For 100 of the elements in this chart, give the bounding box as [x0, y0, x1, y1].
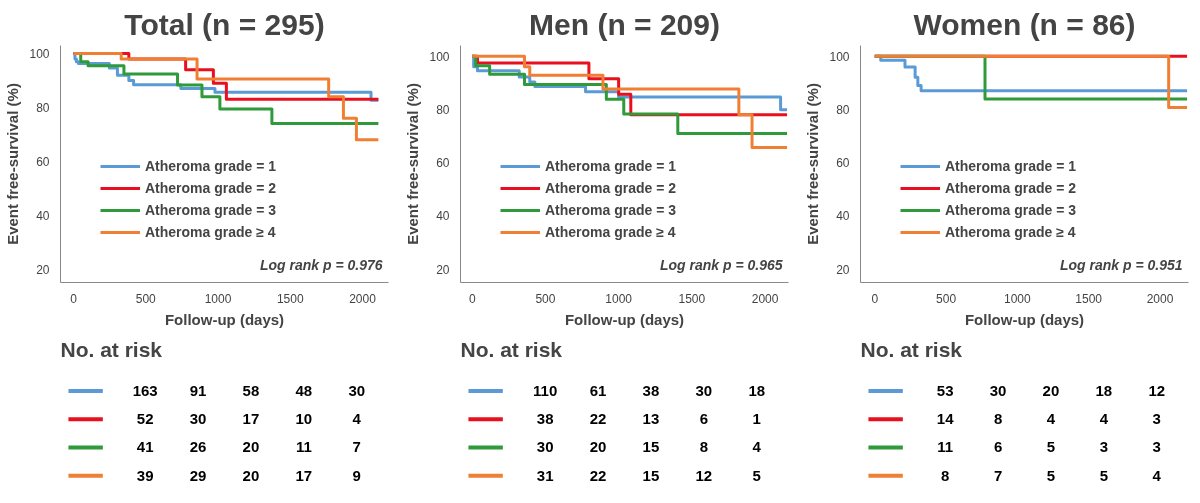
text: 4 — [1152, 466, 1162, 484]
text: 61 — [589, 381, 607, 399]
y-tick-label: 100 — [429, 49, 450, 64]
text: No. at risk — [60, 337, 163, 361]
y-tick-label: 20 — [836, 262, 850, 277]
text: 30 — [348, 381, 366, 399]
text: 41 — [136, 438, 154, 456]
y-tick-label: 40 — [36, 208, 50, 223]
text: 29 — [189, 466, 207, 484]
text: 3 — [1152, 410, 1161, 428]
text: 14 — [936, 410, 955, 428]
x-axis-title: Follow-up (days) — [164, 310, 285, 328]
text: 3 — [1152, 438, 1161, 456]
legend-label: Atheroma grade = 1 — [145, 158, 277, 174]
text: 52 — [136, 410, 154, 428]
text: 48 — [295, 381, 313, 399]
text: 6 — [993, 438, 1003, 456]
text: 1 — [752, 410, 761, 428]
text: 4 — [1099, 410, 1109, 428]
y-tick-label: 40 — [436, 209, 450, 224]
text: 30 — [989, 381, 1007, 399]
text: 22 — [589, 410, 607, 428]
text: 26 — [189, 438, 207, 456]
text: 5 — [1046, 466, 1056, 484]
x-tick-label: 2000 — [1146, 291, 1174, 306]
text: 18 — [1095, 381, 1113, 399]
y-tick-label: 60 — [36, 154, 50, 169]
text: 8 — [993, 410, 1003, 428]
text: 22 — [589, 466, 607, 484]
text: 11 — [295, 438, 312, 456]
text: 15 — [642, 438, 660, 456]
x-axis-title: Follow-up (days) — [964, 310, 1085, 328]
text: 30 — [695, 381, 713, 399]
x-tick-label: 500 — [936, 291, 957, 306]
text: 163 — [132, 381, 158, 399]
text: 20 — [589, 438, 607, 456]
text: 38 — [536, 410, 554, 428]
annotation: Log rank p = 0.976 — [259, 256, 383, 273]
x-tick-label: 0 — [871, 291, 879, 306]
y-tick-label: 100 — [829, 49, 850, 64]
text: 7 — [993, 466, 1003, 484]
chart-title: Women (n = 86) — [913, 7, 1136, 41]
y-tick-label: 80 — [436, 102, 450, 117]
y-tick-label: 40 — [836, 209, 850, 224]
text: 8 — [940, 466, 950, 484]
x-tick-label: 1000 — [605, 291, 633, 306]
y-tick-label: 20 — [436, 262, 450, 277]
x-tick-label: 1000 — [1004, 291, 1032, 306]
text: 9 — [352, 466, 361, 484]
text: 53 — [936, 381, 954, 399]
legend-label: Atheroma grade = 3 — [145, 202, 277, 218]
text: No. at risk — [460, 337, 563, 361]
text: 17 — [242, 410, 260, 428]
text: 3 — [1099, 438, 1109, 456]
legend-label: Atheroma grade = 3 — [945, 202, 1077, 218]
legend-label: Atheroma grade ≥ 4 — [545, 224, 676, 240]
text: 7 — [352, 438, 361, 456]
x-tick-label: 1500 — [276, 291, 304, 306]
text: 110 — [533, 381, 558, 399]
y-tick-label: 60 — [436, 156, 450, 171]
text: 17 — [295, 466, 313, 484]
text: 30 — [536, 438, 554, 456]
text: 18 — [748, 381, 766, 399]
legend-label: Atheroma grade = 1 — [945, 158, 1077, 174]
text: 11 — [937, 438, 954, 456]
legend-label: Atheroma grade = 2 — [945, 180, 1077, 196]
x-tick-label: 1000 — [204, 291, 232, 306]
text: 39 — [136, 466, 154, 484]
y-axis-title: Event free-survival (%) — [4, 83, 22, 245]
legend-label: Atheroma grade = 1 — [545, 158, 677, 174]
y-tick-label: 80 — [836, 102, 850, 117]
y-tick-label: 60 — [836, 156, 850, 171]
text: 4 — [352, 410, 362, 428]
y-tick-label: 80 — [36, 100, 50, 115]
x-tick-label: 500 — [535, 291, 556, 306]
annotation: Log rank p = 0.965 — [659, 256, 783, 273]
legend-label: Atheroma grade = 3 — [545, 202, 677, 218]
text: 20 — [242, 466, 260, 484]
legend-label: Atheroma grade ≥ 4 — [145, 224, 276, 240]
chart-title: Men (n = 209) — [529, 7, 720, 41]
legend-label: Atheroma grade ≥ 4 — [945, 224, 1076, 240]
text: 30 — [189, 410, 207, 428]
text: 20 — [242, 438, 260, 456]
text: 15 — [642, 466, 660, 484]
text: 8 — [699, 438, 709, 456]
legend-label: Atheroma grade = 2 — [545, 180, 677, 196]
text: 4 — [1046, 410, 1056, 428]
text: 4 — [752, 438, 762, 456]
x-tick-label: 0 — [70, 291, 78, 306]
text: 38 — [642, 381, 660, 399]
x-tick-label: 500 — [135, 291, 157, 306]
text: No. at risk — [860, 337, 963, 361]
text: 12 — [1148, 381, 1166, 399]
x-tick-label: 0 — [468, 291, 476, 306]
x-tick-label: 1500 — [1075, 291, 1103, 306]
x-tick-label: 1500 — [678, 291, 706, 306]
text: 5 — [752, 466, 761, 484]
y-tick-label: 100 — [29, 47, 50, 62]
x-tick-label: 2000 — [349, 291, 377, 306]
text: 5 — [1099, 466, 1109, 484]
